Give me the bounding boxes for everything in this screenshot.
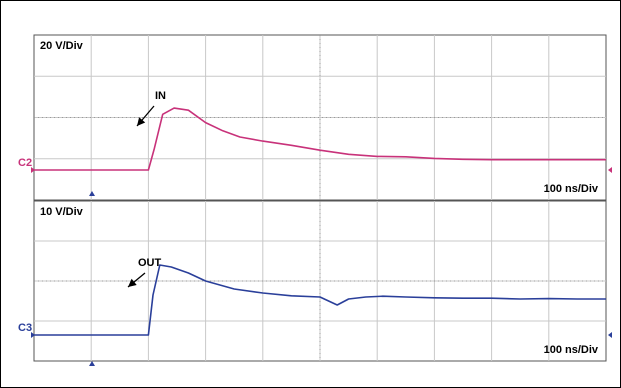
- ch2-ground-marker: [31, 167, 35, 173]
- ch2-scale-label: 20 V/Div: [40, 40, 84, 52]
- ch2-level-marker: [608, 167, 612, 173]
- ch2-annotation-label: IN: [155, 90, 166, 102]
- ch3-waveform: [34, 264, 606, 336]
- ch3-trigger-marker: [89, 361, 95, 366]
- ch2-annotation-arrowhead: [137, 117, 146, 126]
- ch2-channel-label: C2: [18, 157, 32, 169]
- ch2-timebase-label: 100 ns/Div: [544, 183, 599, 195]
- ch3-scale-label: 10 V/Div: [40, 206, 84, 218]
- ch3-ground-marker: [31, 332, 35, 338]
- ch2-waveform: [34, 107, 606, 171]
- ch2-trigger-marker: [89, 191, 95, 196]
- ch3-level-marker: [608, 332, 612, 338]
- ch3-annotation-label: OUT: [138, 257, 162, 269]
- ch3-channel-label: C3: [18, 322, 32, 334]
- ch3-timebase-label: 100 ns/Div: [544, 344, 599, 356]
- ch3-annotation-arrowhead: [128, 278, 137, 287]
